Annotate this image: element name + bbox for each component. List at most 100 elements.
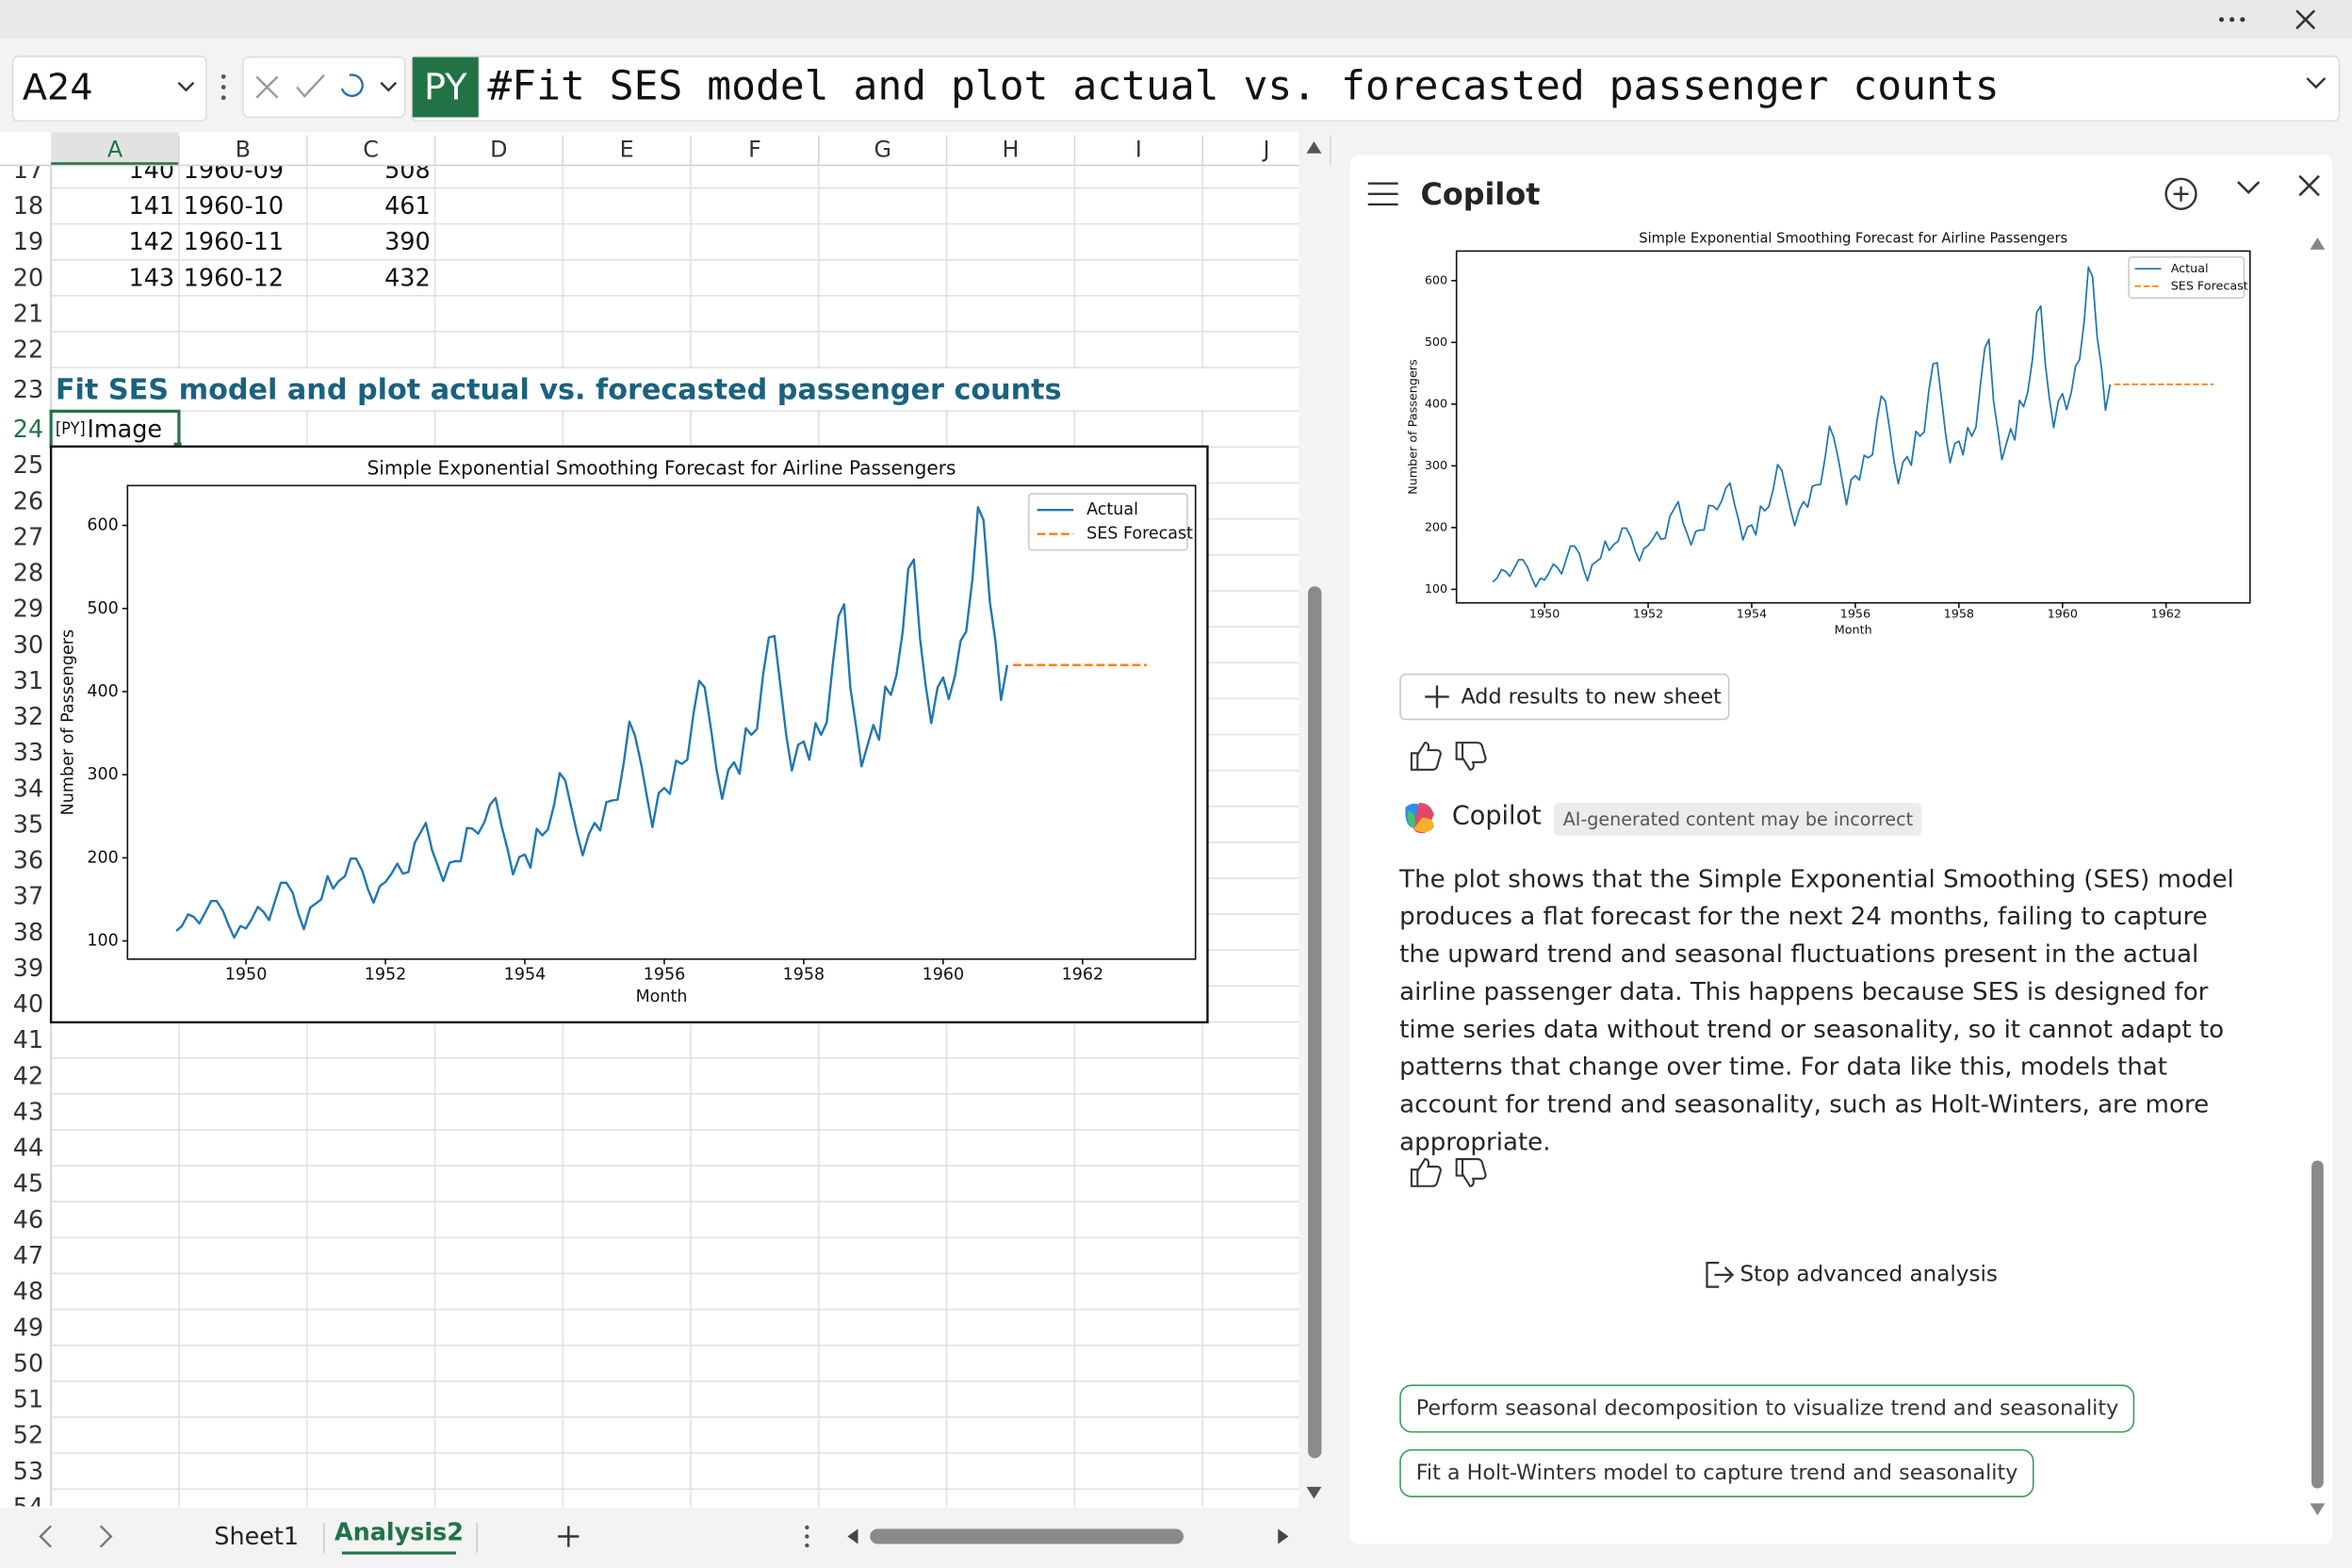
x-tick-label: 1960 (923, 966, 965, 985)
column-header: H (1003, 137, 1020, 163)
row-header: 42 (13, 1062, 43, 1090)
horizontal-scrollbar[interactable] (870, 1528, 1184, 1544)
y-tick-label: 600 (87, 516, 118, 535)
row-header: 38 (13, 919, 43, 947)
x-axis-label: Month (1835, 624, 1872, 638)
row-header: 32 (13, 703, 43, 731)
row-header: 53 (13, 1458, 43, 1486)
row-header: 31 (13, 667, 43, 695)
row-header: 39 (13, 955, 43, 983)
close-window[interactable] (2295, 9, 2316, 30)
pane-scrollbar[interactable] (2304, 229, 2331, 1529)
y-tick-label: 400 (87, 682, 118, 701)
legend-box (2128, 256, 2246, 300)
formula-input[interactable] (411, 56, 2341, 122)
x-tick-label: 1958 (1944, 607, 1974, 621)
more-button[interactable] (2218, 17, 2246, 23)
stop-analysis-label: Stop advanced analysis (1740, 1263, 1998, 1287)
copilot-header-icons (2164, 174, 2320, 210)
legend-box (1028, 493, 1188, 551)
x-tick-label: 1956 (644, 966, 686, 985)
row-header: 43 (13, 1098, 43, 1126)
row-header: 21 (13, 300, 43, 328)
suggestion-chip[interactable]: Fit a Holt-Winters model to capture tren… (1399, 1448, 2034, 1498)
worksheet: 17 18 19 20 21 22 23 24 25 26 27 28 29 30 31 32 33 34 35 36… (0, 132, 1331, 1509)
name-box[interactable]: A24 (11, 56, 207, 122)
copilot-logo (1405, 802, 1434, 834)
cell: 1960-11 (184, 228, 284, 256)
selected-column-header (51, 132, 179, 166)
vertical-scrollbar[interactable] (1299, 132, 1332, 1508)
series-line (175, 505, 1009, 939)
row-header: 34 (13, 775, 43, 803)
thumbs-down[interactable] (1455, 742, 1487, 771)
thumbs-down[interactable] (1455, 1158, 1487, 1187)
prev-sheet[interactable] (39, 1525, 52, 1548)
close-pane[interactable] (2298, 174, 2320, 197)
stop-analysis-button[interactable]: Stop advanced analysis (1701, 1257, 1998, 1293)
x-tick-label: 1952 (365, 966, 407, 985)
cancel-button[interactable] (255, 75, 279, 99)
collapse-pane[interactable] (2237, 181, 2261, 195)
copilot-title: Copilot (1420, 175, 1541, 212)
y-tick-label: 400 (1425, 397, 1447, 411)
sheet-tab[interactable]: Sheet1 (214, 1523, 299, 1551)
cell: 1960-10 (184, 192, 284, 220)
x-tick-label: 1952 (1633, 607, 1663, 621)
py-cell-icon: [PY] (56, 419, 86, 438)
enter-button[interactable] (296, 74, 325, 98)
expand-formula[interactable] (2304, 75, 2328, 93)
legend-label: SES Forecast (2171, 279, 2248, 293)
copilot-menu[interactable] (1365, 177, 1401, 210)
name-box-text: A24 (22, 66, 93, 108)
y-tick-label: 500 (1425, 335, 1447, 350)
row-header: 36 (13, 847, 43, 875)
name-box-arrow (177, 81, 195, 92)
column-header-bar (0, 132, 1299, 166)
row-header: 28 (13, 560, 43, 588)
feedback-1 (1410, 742, 1487, 771)
suggestion-chip[interactable]: Perform seasonal decomposition to visual… (1399, 1384, 2135, 1433)
y-tick-label: 200 (1425, 520, 1447, 534)
plot-area (126, 484, 1197, 960)
exit-icon (1706, 1262, 1735, 1288)
column-header: E (620, 137, 634, 163)
row-header: 25 (13, 451, 43, 480)
column-header: A (107, 137, 123, 163)
add-results-button[interactable]: Add results to new sheet (1399, 673, 1730, 721)
y-tick-label: 500 (87, 599, 118, 618)
add-sheet[interactable] (558, 1526, 580, 1547)
x-tick-label: 1950 (225, 966, 268, 985)
x-tick-label: 1958 (783, 966, 825, 985)
formula-text: #Fit SES model and plot actual vs. forec… (487, 63, 2000, 110)
legend-label: Actual (2171, 262, 2209, 276)
cell: 461 (384, 192, 431, 220)
x-tick-label: 1950 (1529, 607, 1560, 621)
next-sheet[interactable] (99, 1525, 113, 1548)
row-header: 22 (13, 336, 43, 365)
add-results-label: Add results to new sheet (1461, 684, 1722, 710)
cell: 141 (129, 192, 175, 220)
copilot-chart-layer: Simple Exponential Smoothing Forecast fo… (1397, 225, 2258, 650)
sheet-tab[interactable]: Analysis2 (335, 1518, 464, 1546)
title-bar (0, 0, 2352, 40)
py-badge: PY (412, 57, 479, 118)
thumbs-up[interactable] (1410, 1158, 1442, 1187)
row-header: 18 (13, 192, 43, 220)
row-header: 29 (13, 596, 43, 624)
column-header: C (363, 137, 379, 163)
row-header: 27 (13, 523, 43, 551)
column-header: D (490, 137, 507, 163)
cell: 1960-09 (184, 156, 284, 185)
y-axis-label: Number of Passengers (58, 629, 77, 815)
plus-icon (1425, 685, 1449, 709)
row-header: 35 (13, 810, 43, 839)
y-tick-label: 300 (87, 765, 118, 784)
series-line (1492, 266, 2112, 588)
y-tick-label: 100 (87, 932, 118, 951)
new-chat[interactable] (2164, 177, 2197, 210)
thumbs-up[interactable] (1410, 742, 1442, 771)
python-output-button[interactable] (340, 74, 364, 97)
